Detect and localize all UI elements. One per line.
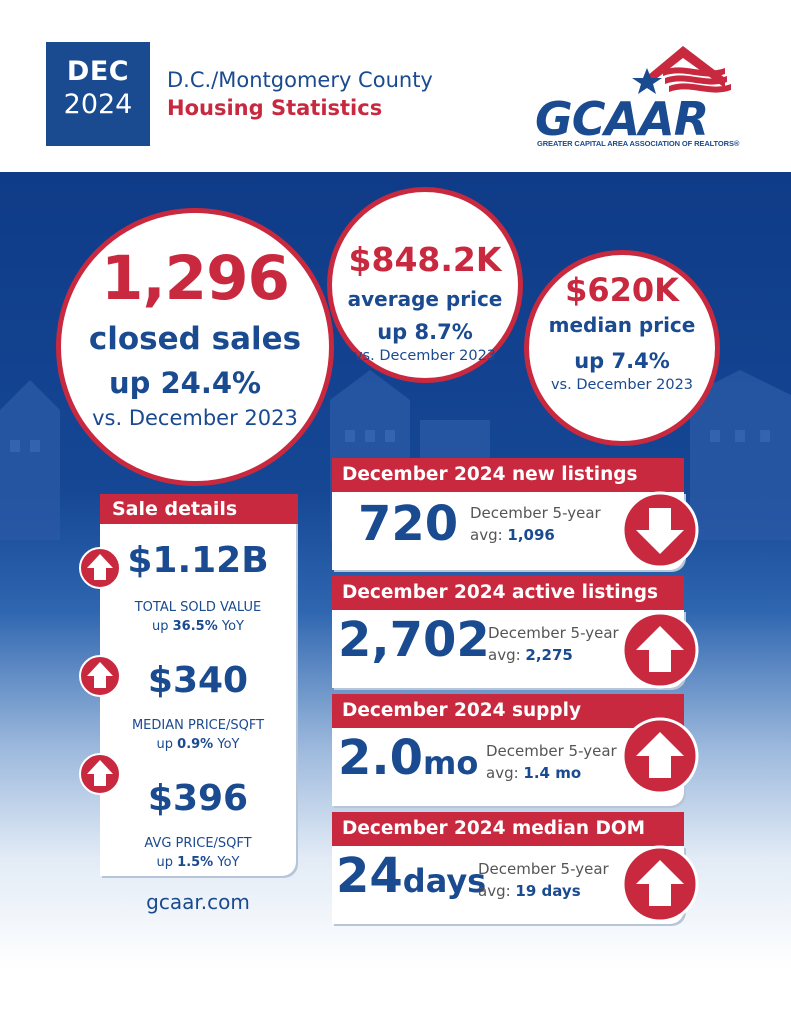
website-link[interactable]: gcaar.com: [146, 890, 250, 914]
down-arrow-icon: [621, 491, 699, 569]
total-sold-prefix: up: [152, 619, 173, 634]
up-arrow-icon: [79, 655, 121, 697]
median-price-sqft-pct: 0.9%: [177, 737, 214, 752]
supply-average: December 5-year avg: 1.4 mo: [486, 740, 617, 784]
supply-unit: mo: [423, 744, 479, 782]
median-price-sqft-label: MEDIAN PRICE/SQFT: [131, 718, 265, 733]
average-price-circle: $848.2K average price up 8.7% vs. Decemb…: [327, 187, 523, 383]
date-month: DEC: [66, 56, 130, 87]
active-listings-avg-label: December 5-year: [488, 624, 619, 642]
new-listings-avg-label: December 5-year: [470, 504, 601, 522]
median-price-label: median price: [548, 313, 696, 337]
closed-sales-circle: 1,296 closed sales up 24.4% vs. December…: [56, 208, 334, 486]
up-arrow-icon: [79, 753, 121, 795]
median-dom-avg-prefix: avg:: [478, 882, 516, 900]
avg-price-sqft-suffix: YoY: [213, 855, 240, 870]
average-price-comparison: vs. December 2023: [353, 348, 497, 364]
up-arrow-icon: [621, 717, 699, 795]
median-price-sqft-prefix: up: [156, 737, 178, 752]
active-listings-value: 2,702: [338, 612, 490, 668]
median-dom-number: 24: [336, 848, 403, 904]
median-price-sqft-value: $340: [147, 660, 249, 701]
total-sold-suffix: YoY: [217, 619, 244, 634]
active-listings-title: December 2024 active listings: [332, 576, 684, 610]
average-price-change: up 8.7%: [377, 320, 473, 344]
date-badge: DEC 2024: [46, 42, 150, 146]
closed-sales-comparison: vs. December 2023: [92, 406, 298, 430]
avg-price-sqft-label: AVG PRICE/SQFT: [144, 836, 252, 851]
active-listings-avg-prefix: avg:: [488, 646, 526, 664]
active-listings-number: 2,702: [338, 612, 490, 668]
up-arrow-icon: [621, 611, 699, 689]
median-price-comparison: vs. December 2023: [550, 377, 694, 393]
active-listings-avg-value: 2,275: [525, 646, 573, 664]
logo-wordmark: GCAAR: [535, 92, 709, 146]
total-sold-caption: TOTAL SOLD VALUE up 36.5% YoY: [100, 598, 296, 636]
median-dom-average: December 5-year avg: 19 days: [478, 858, 609, 902]
average-price-value: $848.2K: [348, 240, 502, 279]
total-sold-value: $1.12B: [127, 540, 269, 581]
median-price-sqft-suffix: YoY: [213, 737, 240, 752]
supply-title: December 2024 supply: [332, 694, 684, 728]
supply-avg-label: December 5-year: [486, 742, 617, 760]
new-listings-value: 720: [358, 496, 458, 552]
gcaar-logo-icon: [632, 46, 731, 94]
avg-price-sqft-value: $396: [147, 778, 249, 819]
median-price-change: up 7.4%: [574, 349, 670, 373]
title-region: D.C./Montgomery County: [167, 68, 433, 92]
supply-avg-value: 1.4 mo: [523, 764, 582, 782]
new-listings-title: December 2024 new listings: [332, 458, 684, 492]
avg-price-sqft-caption: AVG PRICE/SQFT up 1.5% YoY: [100, 834, 296, 872]
closed-sales-label: closed sales: [88, 321, 302, 357]
supply-number: 2.0: [338, 730, 424, 786]
supply-avg-prefix: avg:: [486, 764, 524, 782]
median-price-value: $620K: [565, 271, 679, 309]
logo-subtitle: GREATER CAPITAL AREA ASSOCIATION OF REAL…: [537, 139, 740, 148]
sale-details-panel: [100, 520, 296, 876]
new-listings-number: 720: [358, 496, 459, 552]
avg-price-sqft-pct: 1.5%: [177, 855, 214, 870]
page-title: D.C./Montgomery County Housing Statistic…: [167, 68, 433, 120]
median-dom-title: December 2024 median DOM: [332, 812, 684, 846]
sale-details-title: Sale details: [100, 494, 298, 524]
supply-value: 2.0mo: [338, 730, 478, 786]
new-listings-average: December 5-year avg: 1,096: [470, 502, 601, 546]
median-dom-value: 24days: [336, 848, 486, 904]
date-year: 2024: [63, 89, 133, 120]
title-subject: Housing Statistics: [167, 96, 383, 120]
median-price-sqft-caption: MEDIAN PRICE/SQFT up 0.9% YoY: [100, 716, 296, 754]
median-price-circle: $620K median price up 7.4% vs. December …: [524, 250, 720, 446]
total-sold-pct: 36.5%: [172, 619, 218, 634]
active-listings-average: December 5-year avg: 2,275: [488, 622, 619, 666]
median-dom-avg-value: 19 days: [515, 882, 581, 900]
up-arrow-icon: [621, 845, 699, 923]
median-dom-avg-label: December 5-year: [478, 860, 609, 878]
average-price-label: average price: [347, 287, 503, 311]
median-dom-unit: days: [402, 862, 487, 900]
closed-sales-value: 1,296: [101, 243, 290, 314]
avg-price-sqft-prefix: up: [156, 855, 178, 870]
up-arrow-icon: [79, 547, 121, 589]
total-sold-label: TOTAL SOLD VALUE: [134, 600, 262, 615]
closed-sales-change: up 24.4%: [109, 366, 262, 400]
new-listings-avg-value: 1,096: [507, 526, 555, 544]
new-listings-avg-prefix: avg:: [470, 526, 508, 544]
